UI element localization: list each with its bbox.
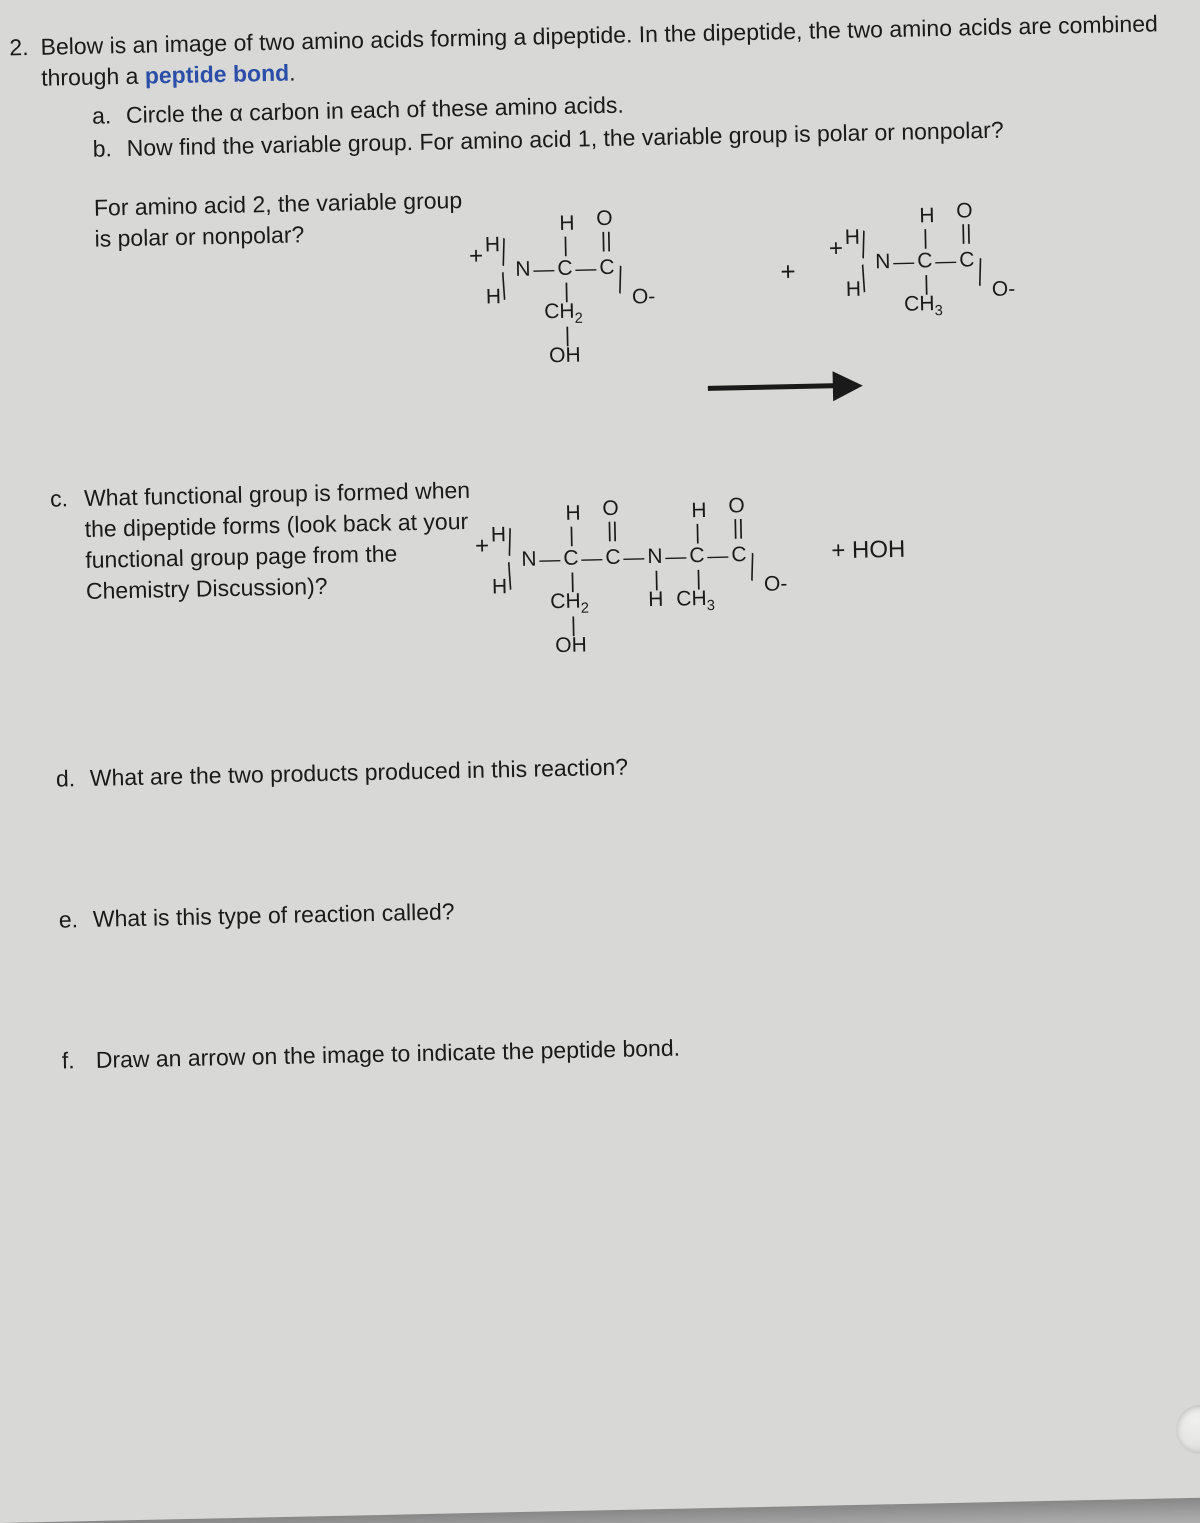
- aa2-C2: C: [959, 249, 975, 270]
- sub-text-e: What is this type of reaction called?: [93, 897, 455, 936]
- aa2-bond-nc: —: [893, 252, 914, 273]
- aa1-H-top: H: [559, 213, 575, 234]
- dp-C2: C: [605, 547, 621, 568]
- aa1-N: N: [515, 259, 531, 280]
- aa2-Ominus: O-: [992, 279, 1016, 300]
- dp-Ominus: O-: [764, 573, 788, 594]
- aa1-bond-cc: —: [575, 258, 596, 279]
- dp-bond1: —: [539, 549, 560, 570]
- dp-bar2t: |: [695, 522, 701, 543]
- sub-item-c-row: c. What functional group is formed when …: [50, 460, 1195, 714]
- aa1-bar-oh: |: [565, 325, 571, 346]
- aa1-C2: C: [599, 257, 615, 278]
- intro-post: .: [289, 59, 296, 85]
- aa2-Ca: C: [917, 250, 933, 271]
- dp-plus: +: [475, 535, 490, 559]
- dp-H-c2: H: [691, 500, 707, 521]
- sub-text-c: What functional group is formed when the…: [84, 475, 483, 607]
- dp-H-c1: H: [565, 503, 581, 524]
- aa1-dbl: ||: [601, 230, 612, 251]
- aa1-O: O: [596, 208, 613, 229]
- sub-letter-c: c.: [50, 483, 87, 608]
- aa1-bar-top: |: [563, 235, 569, 256]
- plus-between-amino-acids: +: [780, 256, 796, 287]
- sub-letter-d: d.: [56, 763, 91, 795]
- sub-letter-f: f.: [61, 1045, 96, 1077]
- dp-C3: C: [731, 544, 747, 565]
- aa2-O: O: [956, 200, 973, 221]
- dp-bond3: —: [665, 547, 686, 568]
- sub-item-c: c. What functional group is formed when …: [50, 475, 483, 608]
- aa1-OH: OH: [549, 345, 581, 367]
- aa2-dbl: ||: [960, 223, 971, 244]
- sub-letter-e: e.: [59, 904, 94, 936]
- dp-bar2b: |: [696, 568, 702, 589]
- amino-acid-2: + H H ╲ ╱ N — H | C | CH3 — C || O ╲ O-: [833, 172, 1097, 367]
- sub-text-f: Draw an arrow on the image to indicate t…: [95, 1033, 680, 1076]
- amino-acid-2-question: For amino acid 2, the variable group is …: [94, 185, 475, 255]
- aa2-N: N: [875, 251, 891, 272]
- sub-text-d: What are the two products produced in th…: [90, 752, 629, 794]
- dp-bond4: —: [707, 546, 728, 567]
- dp-N1: N: [521, 549, 537, 570]
- amino-acid-1: + H H ╲ ╱ N — H | C | CH2 | OH — C || O …: [474, 179, 738, 374]
- dp-bar1b: |: [570, 571, 576, 592]
- sub-item-f: f. Draw an arrow on the image to indicat…: [61, 1022, 1200, 1077]
- question-number: 2.: [0, 32, 41, 64]
- peptide-bond-term: peptide bond: [145, 60, 290, 89]
- dp-bar1t: |: [569, 525, 575, 546]
- sub-letter-b: b.: [92, 133, 127, 165]
- dp-O2: O: [728, 495, 745, 516]
- sub-letter-a: a.: [92, 100, 127, 132]
- amino-acid-row: For amino acid 2, the variable group is …: [94, 170, 1188, 413]
- aa2-plus: +: [829, 237, 844, 261]
- sub-questions-ab: a. Circle the α carbon in each of these …: [92, 78, 1183, 165]
- aa2-CH3: CH3: [904, 293, 943, 320]
- sub-item-e: e. What is this type of reaction called?: [59, 881, 1199, 936]
- dp-dbl2: ||: [733, 517, 744, 538]
- dp-O1: O: [602, 498, 619, 519]
- dp-H-n2: H: [648, 589, 664, 610]
- worksheet-page: th th 2. Below is an image of two amino …: [0, 0, 1200, 1523]
- reaction-arrow: [707, 367, 868, 410]
- aa1-bar-bot: |: [564, 281, 570, 302]
- aa1-Ca: C: [557, 258, 573, 279]
- arrow-head-icon: [833, 371, 864, 402]
- sub-item-d: d. What are the two products produced in…: [56, 740, 1196, 795]
- aa1-Ominus: O-: [632, 286, 656, 307]
- dp-OH: OH: [555, 635, 587, 657]
- dp-N2: N: [647, 546, 663, 567]
- aa2-bar-top: |: [923, 227, 929, 248]
- dp-bond-pep: —: [623, 547, 644, 568]
- dp-bar-n: |: [654, 569, 660, 590]
- dp-bond2: —: [581, 548, 602, 569]
- dp-bar-oh: |: [571, 615, 577, 636]
- binder-hole-icon: [1176, 1404, 1200, 1453]
- aa1-bond-nc: —: [533, 259, 554, 280]
- dp-dbl1: ||: [607, 520, 618, 541]
- dp-CH3: CH3: [676, 588, 715, 615]
- aa2-bar-bot: |: [924, 273, 930, 294]
- aa2-H-top: H: [919, 205, 935, 226]
- amino-acid-structures: + H H ╲ ╱ N — H | C | CH2 | OH — C || O …: [474, 171, 1128, 405]
- dipeptide-structure: + H H ╲ ╱ N — H | C | CH2 | OH — C || O …: [480, 461, 1125, 704]
- dp-Ca1: C: [563, 548, 579, 569]
- dp-plus-hoh: + HOH: [831, 538, 906, 564]
- aa1-plus: +: [469, 245, 484, 269]
- dp-Ca2: C: [689, 545, 705, 566]
- arrow-shaft: [708, 383, 838, 391]
- aa2-bond-cc: —: [935, 251, 956, 272]
